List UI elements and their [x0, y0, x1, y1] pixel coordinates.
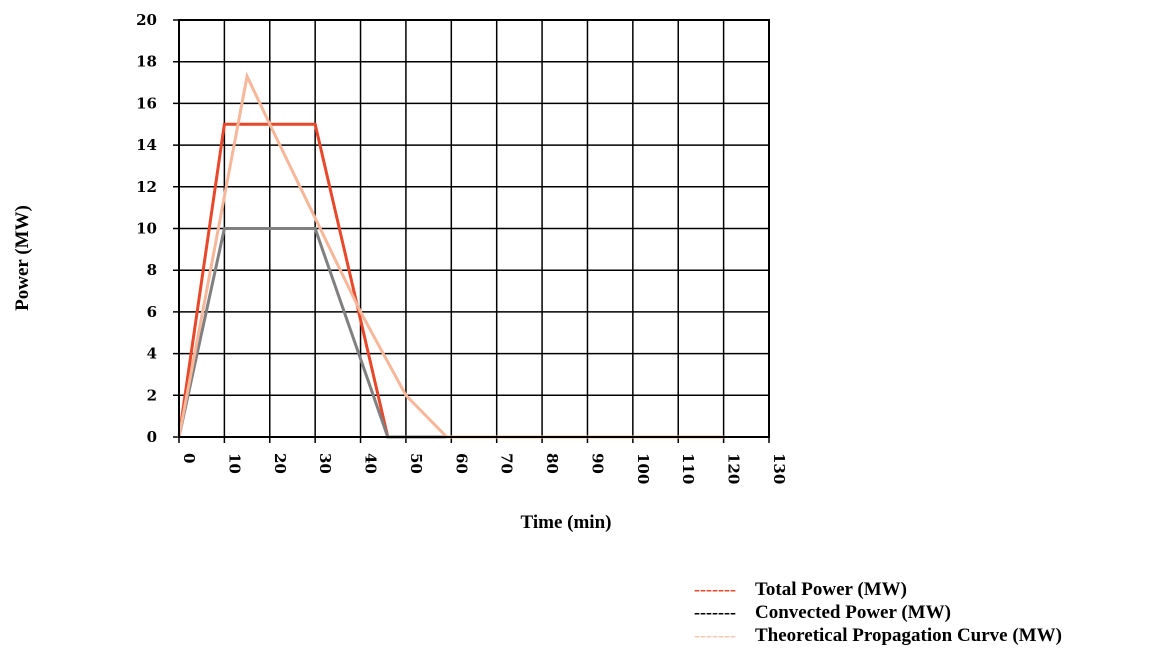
y-tick-label: 14	[136, 136, 157, 154]
legend-item-convected-power: ------- Convected Power (MW)	[694, 602, 951, 623]
legend-dash-theoretical-curve: -------	[694, 625, 736, 645]
x-tick-label: 20	[271, 453, 289, 474]
x-axis-title: Time (min)	[521, 512, 612, 533]
legend-item-theoretical-curve: ------- Theoretical Propagation Curve (M…	[694, 625, 1062, 646]
plot-frame	[178, 19, 770, 438]
y-tick-label: 20	[136, 11, 157, 29]
x-tick-label: 80	[543, 453, 561, 474]
theoretical-curve-line	[177, 71, 724, 439]
legend-label-total-power: Total Power (MW)	[755, 579, 907, 600]
y-tick-label: 18	[136, 53, 157, 71]
y-tick-label: 0	[147, 428, 157, 446]
x-tick-label: 90	[588, 453, 606, 474]
y-tick-label: 10	[136, 220, 157, 238]
x-tick-label: 60	[452, 453, 470, 474]
x-tick-label: 120	[725, 453, 743, 484]
x-tick-label: 110	[679, 453, 697, 484]
x-tick-label: 130	[770, 453, 788, 484]
x-tick-label: 10	[225, 453, 243, 474]
legend-label-convected-power: Convected Power (MW)	[755, 602, 951, 623]
y-tick-labels: 0 2 4 6 8 10 12 14 16 18 20	[136, 11, 157, 446]
y-tick-label: 6	[147, 303, 157, 321]
grid	[173, 19, 770, 443]
legend-dash-total-power: -------	[694, 579, 736, 599]
y-tick-label: 8	[147, 261, 157, 279]
legend: ------- Total Power (MW) ------- Convect…	[694, 579, 1062, 646]
x-tick-labels: 0 10 20 30 40 50 60 70 80 90 100 110 120 130	[180, 453, 788, 484]
y-tick-label: 2	[147, 386, 157, 404]
x-tick-label: 30	[316, 453, 334, 474]
y-axis-title: Power (MW)	[12, 205, 33, 311]
x-tick-label: 0	[180, 453, 198, 463]
legend-dash-convected-power: -------	[694, 602, 736, 622]
y-tick-label: 4	[147, 345, 157, 363]
legend-label-theoretical-curve: Theoretical Propagation Curve (MW)	[755, 625, 1062, 646]
legend-item-total-power: ------- Total Power (MW)	[694, 579, 907, 600]
y-tick-label: 12	[136, 178, 157, 196]
x-tick-label: 40	[362, 453, 380, 474]
x-tick-label: 50	[407, 453, 425, 474]
x-tick-label: 70	[498, 453, 516, 474]
x-tick-label: 100	[634, 453, 652, 484]
y-tick-label: 16	[136, 94, 157, 112]
